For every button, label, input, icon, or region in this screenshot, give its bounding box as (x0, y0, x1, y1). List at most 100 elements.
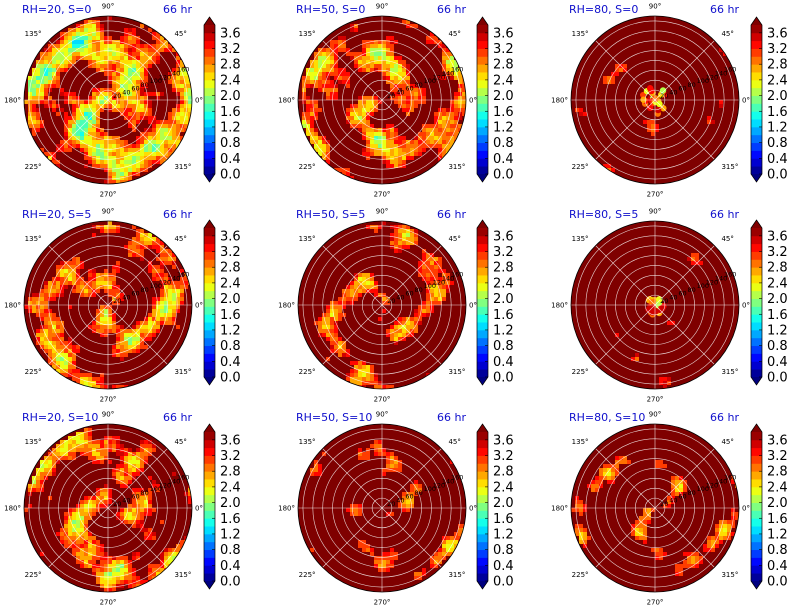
contour-cell (120, 580, 124, 584)
contour-cell (40, 309, 44, 313)
contour-cell (426, 281, 430, 285)
contour-cell (434, 132, 438, 136)
contour-cell (44, 337, 48, 341)
contour-cell (120, 508, 124, 512)
contour-cell (128, 44, 132, 48)
contour-cell (124, 108, 128, 112)
contour-cell (72, 536, 76, 540)
contour-cell (108, 580, 112, 584)
contour-cell (695, 253, 699, 257)
contour-cell (184, 92, 188, 96)
contour-cell (120, 148, 124, 152)
contour-cell (76, 552, 80, 556)
contour-cell (446, 64, 450, 68)
contour-cell (719, 528, 723, 532)
grid-spoke (48, 507, 109, 568)
contour-cell (160, 321, 164, 325)
contour-cell (442, 289, 446, 293)
contour-cell (88, 496, 92, 500)
contour-cell (394, 245, 398, 249)
contour-cell (128, 448, 132, 452)
contour-cell (607, 480, 611, 484)
contour-cell (454, 64, 458, 68)
contour-cell (136, 460, 140, 464)
contour-cell (322, 72, 326, 76)
contour-cell (350, 28, 354, 32)
contour-cell (76, 504, 80, 508)
contour-cell (56, 357, 60, 361)
contour-cell (390, 329, 394, 333)
contour-cell (330, 313, 334, 317)
contour-cell (575, 508, 579, 512)
contour-cell (659, 464, 663, 468)
contour-cell (370, 152, 374, 156)
contour-cell (104, 168, 108, 172)
contour-cell (36, 476, 40, 480)
contour-cell (36, 60, 40, 64)
contour-cell (434, 277, 438, 281)
contour-cell (136, 56, 140, 60)
contour-cell (306, 132, 310, 136)
contour-cell (611, 468, 615, 472)
contour-cell (176, 305, 180, 309)
contour-cell (382, 136, 386, 140)
contour-cell (108, 56, 112, 60)
contour-cell (152, 265, 156, 269)
contour-cell (40, 56, 44, 60)
contour-cell (176, 289, 180, 293)
colorbar-band (477, 259, 488, 268)
contour-cell (184, 285, 188, 289)
contour-cell (96, 120, 100, 124)
contour-cell (36, 484, 40, 488)
colorbar-tick-label: 1.6 (220, 512, 241, 527)
contour-cell (414, 321, 418, 325)
contour-cell (100, 160, 104, 164)
contour-cell (655, 556, 659, 560)
contour-cell (92, 456, 96, 460)
contour-cell (454, 540, 458, 544)
contour-cell (132, 116, 136, 120)
contour-cell (168, 305, 172, 309)
contour-cell (342, 301, 346, 305)
contour-cell (338, 36, 342, 40)
radial-tick-label: 100 (150, 485, 162, 493)
contour-cell (334, 48, 338, 52)
contour-cell (164, 148, 168, 152)
contour-cell (430, 40, 434, 44)
contour-cell (40, 80, 44, 84)
contour-cell (104, 572, 108, 576)
contour-cell (571, 508, 575, 512)
contour-cell (314, 140, 318, 144)
contour-cell (132, 341, 136, 345)
contour-cell (184, 100, 188, 104)
contour-cell (390, 132, 394, 136)
contour-cell (394, 128, 398, 132)
colorbar-band (204, 361, 215, 370)
contour-cell (446, 128, 450, 132)
contour-cell (390, 68, 394, 72)
contour-cell (36, 313, 40, 317)
contour-cell (48, 76, 52, 80)
contour-cell (144, 164, 148, 168)
contour-cell (382, 144, 386, 148)
contour-cell (32, 124, 36, 128)
contour-cell (52, 108, 56, 112)
contour-cell (394, 556, 398, 560)
colorbar: 0.00.40.81.21.62.02.42.83.23.6 (203, 16, 241, 183)
contour-cell (350, 301, 354, 305)
contour-cell (164, 257, 168, 261)
contour-cell (92, 536, 96, 540)
contour-cell (406, 100, 410, 104)
contour-cell (92, 56, 96, 60)
contour-cell (410, 152, 414, 156)
contour-cell (160, 36, 164, 40)
colorbar-tick-label: 3.6 (767, 433, 788, 448)
colorbar-tick-label: 0.8 (493, 339, 514, 354)
contour-cell (48, 321, 52, 325)
contour-cell (100, 552, 104, 556)
contour-cell (184, 120, 188, 124)
contour-cell (156, 60, 160, 64)
contour-cell (635, 357, 639, 361)
contour-cell (663, 377, 667, 381)
contour-cell (68, 353, 72, 357)
